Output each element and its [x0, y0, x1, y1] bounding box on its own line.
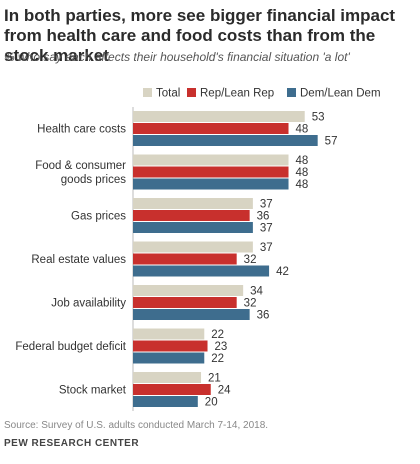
- data-label: 23: [215, 341, 228, 353]
- category-label: Food & consumer: [35, 160, 126, 172]
- chart-title: In both parties, more see bigger financi…: [4, 6, 396, 65]
- bar: [133, 123, 289, 134]
- data-label: 37: [260, 242, 273, 254]
- source-note: Source: Survey of U.S. adults conducted …: [4, 420, 269, 431]
- data-label: 48: [296, 179, 309, 191]
- bar: [133, 340, 208, 352]
- data-label: 42: [276, 266, 289, 278]
- bar: [133, 384, 211, 395]
- bar: [133, 328, 205, 340]
- legend-label-2: Dem/Lean Dem: [300, 88, 381, 100]
- data-label: 32: [244, 254, 257, 266]
- bar: [133, 265, 270, 277]
- data-label: 32: [244, 298, 257, 310]
- org-credit: PEW RESEARCH CENTER: [4, 438, 140, 449]
- chart-subtitle: % who say each affects their household's…: [4, 50, 350, 64]
- legend-label-0: Total: [156, 88, 180, 100]
- bar: [133, 210, 250, 221]
- bar: [133, 135, 318, 146]
- data-label: 57: [325, 136, 338, 148]
- data-label: 22: [211, 353, 224, 365]
- data-label: 37: [260, 223, 273, 235]
- bar: [133, 285, 244, 296]
- category-label: Federal budget deficit: [15, 341, 126, 353]
- data-label: 34: [250, 286, 263, 298]
- bar: [133, 241, 253, 253]
- data-label: 36: [257, 211, 270, 223]
- bar: [133, 253, 237, 265]
- data-label: 37: [260, 199, 273, 211]
- bar: [133, 198, 253, 209]
- data-label: 48: [296, 155, 309, 167]
- category-label: Gas prices: [71, 211, 126, 223]
- data-label: 53: [312, 112, 325, 124]
- bar: [133, 372, 202, 383]
- category-label: Job availability: [51, 298, 126, 310]
- legend-swatch-1: [187, 88, 196, 97]
- category-label: Real estate values: [31, 254, 126, 266]
- bar: [133, 309, 250, 320]
- legend-swatch-2: [287, 88, 296, 97]
- category-label: Stock market: [59, 385, 127, 397]
- data-label: 21: [208, 373, 221, 385]
- category-label: Health care costs: [37, 124, 126, 136]
- bar-chart: Total Rep/Lean Rep Dem/Lean Dem Health care…: [15, 88, 381, 411]
- category-label: goods prices: [61, 174, 126, 186]
- data-label: 48: [296, 167, 309, 179]
- bar: [133, 178, 289, 190]
- bar: [133, 154, 289, 166]
- legend-label-1: Rep/Lean Rep: [200, 88, 274, 100]
- bar: [133, 166, 289, 178]
- data-label: 36: [257, 310, 270, 322]
- legend-swatch-0: [143, 88, 152, 97]
- data-label: 48: [296, 124, 309, 136]
- data-label: 24: [218, 385, 231, 397]
- bar: [133, 352, 205, 364]
- data-label: 20: [205, 397, 218, 409]
- data-label: 22: [211, 329, 224, 341]
- bar: [133, 111, 305, 122]
- bar: [133, 297, 237, 308]
- bar: [133, 222, 253, 233]
- bar: [133, 396, 198, 407]
